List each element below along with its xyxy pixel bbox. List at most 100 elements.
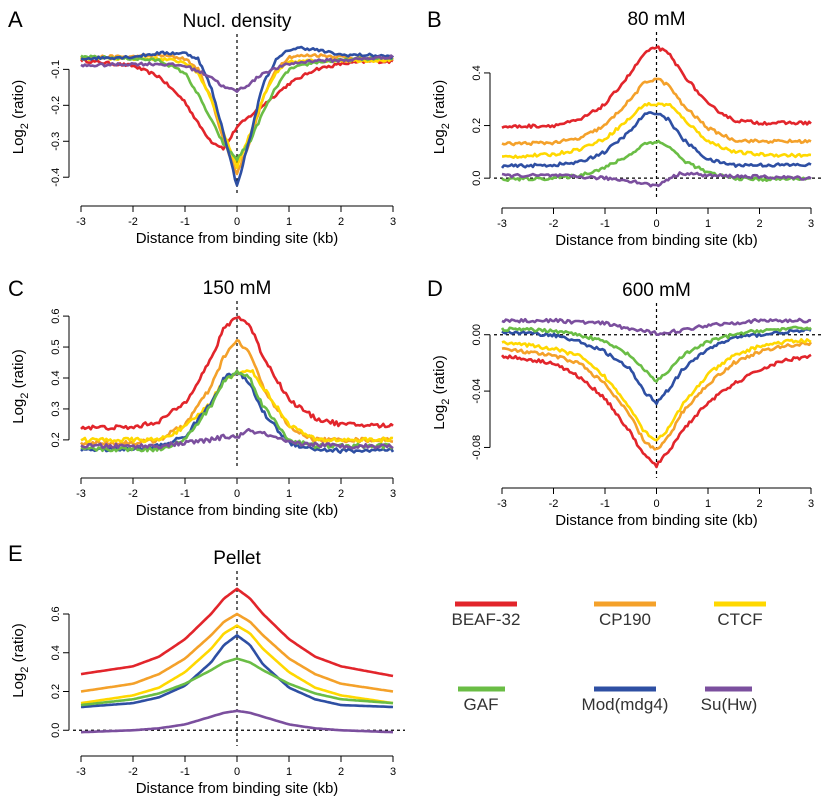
legend-entry: GAF xyxy=(458,686,505,714)
y-axis-label-tail: (ratio) xyxy=(431,355,448,398)
panel-title: 80 mM xyxy=(627,9,685,30)
panel-letter: B xyxy=(427,7,442,32)
y-axis-label: Log2 (ratio) xyxy=(10,623,31,698)
x-tick-label: 2 xyxy=(756,218,762,230)
x-tick-label: 2 xyxy=(756,498,762,510)
x-tick-label: -1 xyxy=(180,766,190,778)
y-axis-label-subscript: 2 xyxy=(19,393,31,399)
legend-entry: Su(Hw) xyxy=(701,686,758,714)
series-line-mod-mdg4 xyxy=(80,45,395,187)
series-line-cp190 xyxy=(501,77,812,147)
x-tick-label: -2 xyxy=(128,216,138,228)
x-tick-label: 1 xyxy=(286,766,292,778)
x-axis-label: Distance from binding site (kb) xyxy=(136,502,339,519)
x-tick-label: -3 xyxy=(497,218,507,230)
legend-label: Mod(mdg4) xyxy=(582,695,669,714)
y-axis-label-tail: (ratio) xyxy=(10,80,27,123)
y-tick-label: 0.3 xyxy=(50,401,62,416)
legend-entry: BEAF-32 xyxy=(452,601,521,629)
series-line-mod-mdg4 xyxy=(80,634,394,709)
legend: BEAF-32 CP190 CTCF GAF Mod(mdg4) Su(Hw) xyxy=(452,601,766,714)
y-tick-label: 0.00 xyxy=(471,324,483,345)
series-line-su-hw xyxy=(501,171,812,188)
series-line-mod-mdg4 xyxy=(500,111,812,169)
panel-a: A Nucl. density -3 -2 -1 0 1 2 3 Distance from bi… xyxy=(8,7,396,247)
panel-letter: D xyxy=(427,276,443,301)
panel-title: Nucl. density xyxy=(183,11,292,32)
y-axis-label: Log2 (ratio) xyxy=(10,80,31,155)
x-tick-label: 1 xyxy=(705,218,711,230)
series-line-beaf-32 xyxy=(80,587,394,678)
series-line-su-hw xyxy=(80,54,394,93)
y-axis-label-tail: (ratio) xyxy=(10,349,27,392)
x-axis-label: Distance from binding site (kb) xyxy=(136,780,339,797)
x-tick-label: 3 xyxy=(390,216,396,228)
y-axis-label-main: Log xyxy=(10,129,27,154)
x-tick-label: -2 xyxy=(549,218,559,230)
y-tick-label: 0.6 xyxy=(50,606,62,621)
panel-title: Pellet xyxy=(213,548,261,569)
x-tick-label: 1 xyxy=(286,488,292,500)
series-line-beaf-32 xyxy=(500,353,812,469)
y-tick-label: -0.04 xyxy=(471,379,483,404)
y-tick-label: -0.08 xyxy=(471,435,483,460)
y-axis-label-subscript: 2 xyxy=(19,667,31,673)
panel-d: D 600 mM -3 -2 -1 0 1 2 3 Distance from binding s… xyxy=(427,276,823,529)
y-tick-label: 0.0 xyxy=(50,723,62,738)
panel-c: C 150 mM -3 -2 -1 0 1 2 3 Distance from binding s… xyxy=(8,276,396,519)
y-axis-label-subscript: 2 xyxy=(440,123,452,129)
legend-label: Su(Hw) xyxy=(701,695,758,714)
x-tick-label: 2 xyxy=(338,488,344,500)
legend-entry: Mod(mdg4) xyxy=(582,686,669,714)
x-tick-label: 0 xyxy=(234,488,240,500)
legend-entry: CP190 xyxy=(594,601,656,629)
y-axis-label: Log2 (ratio) xyxy=(431,80,452,155)
y-axis-label-tail: (ratio) xyxy=(10,623,27,666)
x-tick-label: 3 xyxy=(808,498,814,510)
y-axis-label-main: Log xyxy=(431,129,448,154)
x-tick-label: -3 xyxy=(76,766,86,778)
series-line-beaf-32 xyxy=(501,45,812,129)
panel-title: 150 mM xyxy=(203,278,272,299)
panel-letter: A xyxy=(8,7,23,32)
y-tick-label: -0.1 xyxy=(50,60,62,79)
series-line-beaf-32 xyxy=(80,315,394,431)
y-tick-label: 0.4 xyxy=(50,370,62,385)
series-line-su-hw xyxy=(501,317,812,336)
x-tick-label: -2 xyxy=(128,488,138,500)
y-axis-label-subscript: 2 xyxy=(440,399,452,405)
x-axis-label: Distance from binding site (kb) xyxy=(555,232,758,249)
y-tick-label: 0.2 xyxy=(471,118,483,133)
panel-e: E Pellet -3 -2 -1 0 1 2 3 Distance from binding s… xyxy=(8,541,405,797)
legend-label: BEAF-32 xyxy=(452,610,521,629)
y-tick-label: -0.4 xyxy=(50,168,62,187)
x-tick-label: 1 xyxy=(286,216,292,228)
panel-b: B 80 mM -3 -2 -1 0 1 2 3 Distance from binding si… xyxy=(427,7,823,249)
legend-entry: CTCF xyxy=(714,601,766,629)
series-line-gaf xyxy=(80,657,394,707)
legend-label: CTCF xyxy=(717,610,762,629)
series-line-su-hw xyxy=(80,427,394,450)
x-tick-label: 2 xyxy=(338,766,344,778)
x-tick-label: 0 xyxy=(653,218,659,230)
x-tick-label: 1 xyxy=(705,498,711,510)
y-tick-label: 0.5 xyxy=(50,339,62,354)
series-line-gaf xyxy=(501,139,812,182)
x-tick-label: -1 xyxy=(180,488,190,500)
y-axis-label-main: Log xyxy=(10,399,27,424)
x-axis-label: Distance from binding site (kb) xyxy=(136,230,339,247)
y-tick-label: -0.2 xyxy=(50,96,62,115)
x-tick-label: -3 xyxy=(497,498,507,510)
y-tick-label: 0.6 xyxy=(50,308,62,323)
x-tick-label: -3 xyxy=(76,216,86,228)
x-tick-label: -1 xyxy=(600,498,610,510)
y-axis-label-main: Log xyxy=(431,405,448,430)
x-axis-label: Distance from binding site (kb) xyxy=(555,512,758,529)
x-tick-label: 0 xyxy=(653,498,659,510)
y-tick-label: 0.2 xyxy=(50,432,62,447)
x-tick-label: -1 xyxy=(600,218,610,230)
y-axis-label-tail: (ratio) xyxy=(431,80,448,123)
y-axis-label-main: Log xyxy=(10,673,27,698)
x-tick-label: -2 xyxy=(128,766,138,778)
y-axis-label: Log2 (ratio) xyxy=(10,349,31,424)
